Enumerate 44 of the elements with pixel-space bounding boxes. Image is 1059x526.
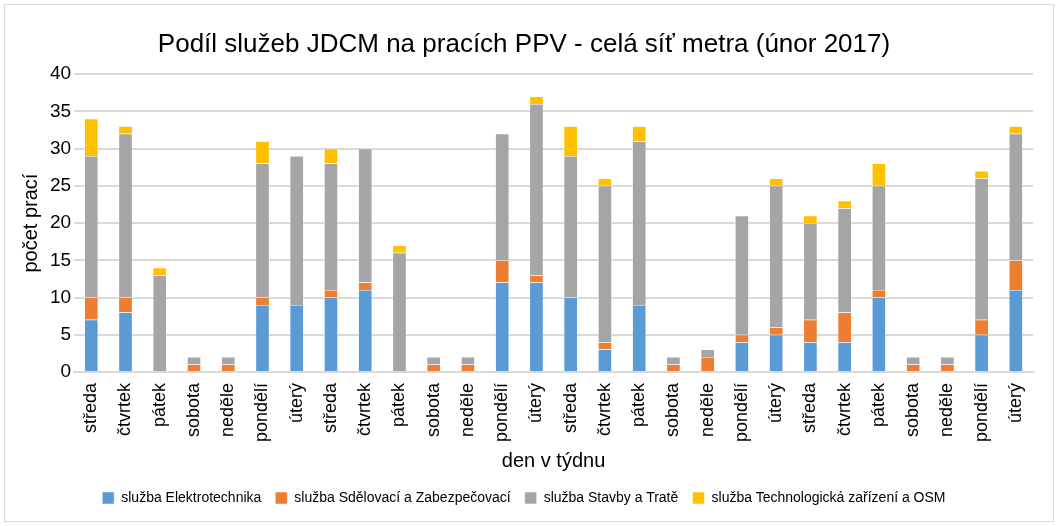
x-tick-label: sobota [422, 381, 443, 437]
x-tick-label: pondělí [491, 382, 512, 443]
x-tick-label: středa [80, 381, 101, 433]
x-tick-label: úterý [765, 382, 786, 423]
x-tick-label: pondělí [730, 382, 751, 443]
x-tick-label: pátek [388, 381, 409, 427]
x-tick-label: pátek [148, 381, 169, 427]
x-tick-label: čtvrtek [593, 381, 614, 436]
y-tick-label: 35 [49, 99, 72, 121]
x-tick-label: pátek [867, 381, 888, 427]
x-tick-label: úterý [525, 382, 546, 423]
legend-label: služba Sdělovací a Zabezpečovací [294, 488, 511, 505]
x-tick-label: sobota [662, 381, 683, 437]
x-tick-label: neděle [936, 382, 957, 438]
y-axis-title: počet prací [18, 173, 41, 273]
x-tick-label: úterý [1004, 382, 1025, 423]
y-tick-label: 0 [60, 360, 72, 382]
y-tick-label: 5 [60, 322, 72, 344]
x-tick-label: úterý [285, 382, 306, 423]
x-tick-label: středa [319, 381, 340, 433]
chart-title: Podíl služeb JDCM na pracích PPV - celá síť metra (únor 2017) [157, 27, 891, 58]
legend-label: služba Technologická zařízení a OSM [711, 488, 946, 505]
x-tick-label: středa [559, 381, 580, 433]
x-tick-label: čtvrtek [114, 381, 135, 436]
x-tick-label: neděle [217, 382, 238, 438]
legend-label: služba Stavby a Tratě [543, 488, 679, 505]
x-tick-label: pondělí [251, 382, 272, 443]
y-tick-label: 20 [49, 211, 72, 233]
x-tick-label: pátek [628, 381, 649, 427]
legend-label: služba Elektrotechnika [121, 488, 262, 505]
y-tick-label: 25 [49, 174, 72, 196]
y-tick-label: 15 [49, 248, 72, 270]
y-tick-label: 10 [49, 285, 72, 307]
y-tick-label: 40 [49, 62, 72, 84]
x-tick-label: neděle [456, 382, 477, 438]
x-tick-label: sobota [902, 381, 923, 437]
y-tick-label: 30 [49, 136, 72, 158]
x-tick-label: pondělí [970, 382, 991, 443]
x-tick-label: neděle [696, 382, 717, 438]
x-tick-label: čtvrtek [833, 381, 854, 436]
x-tick-label: středa [799, 381, 820, 433]
x-tick-label: čtvrtek [354, 381, 375, 436]
x-tick-label: sobota [182, 381, 203, 437]
x-axis-title: den v týdnu [501, 448, 606, 471]
